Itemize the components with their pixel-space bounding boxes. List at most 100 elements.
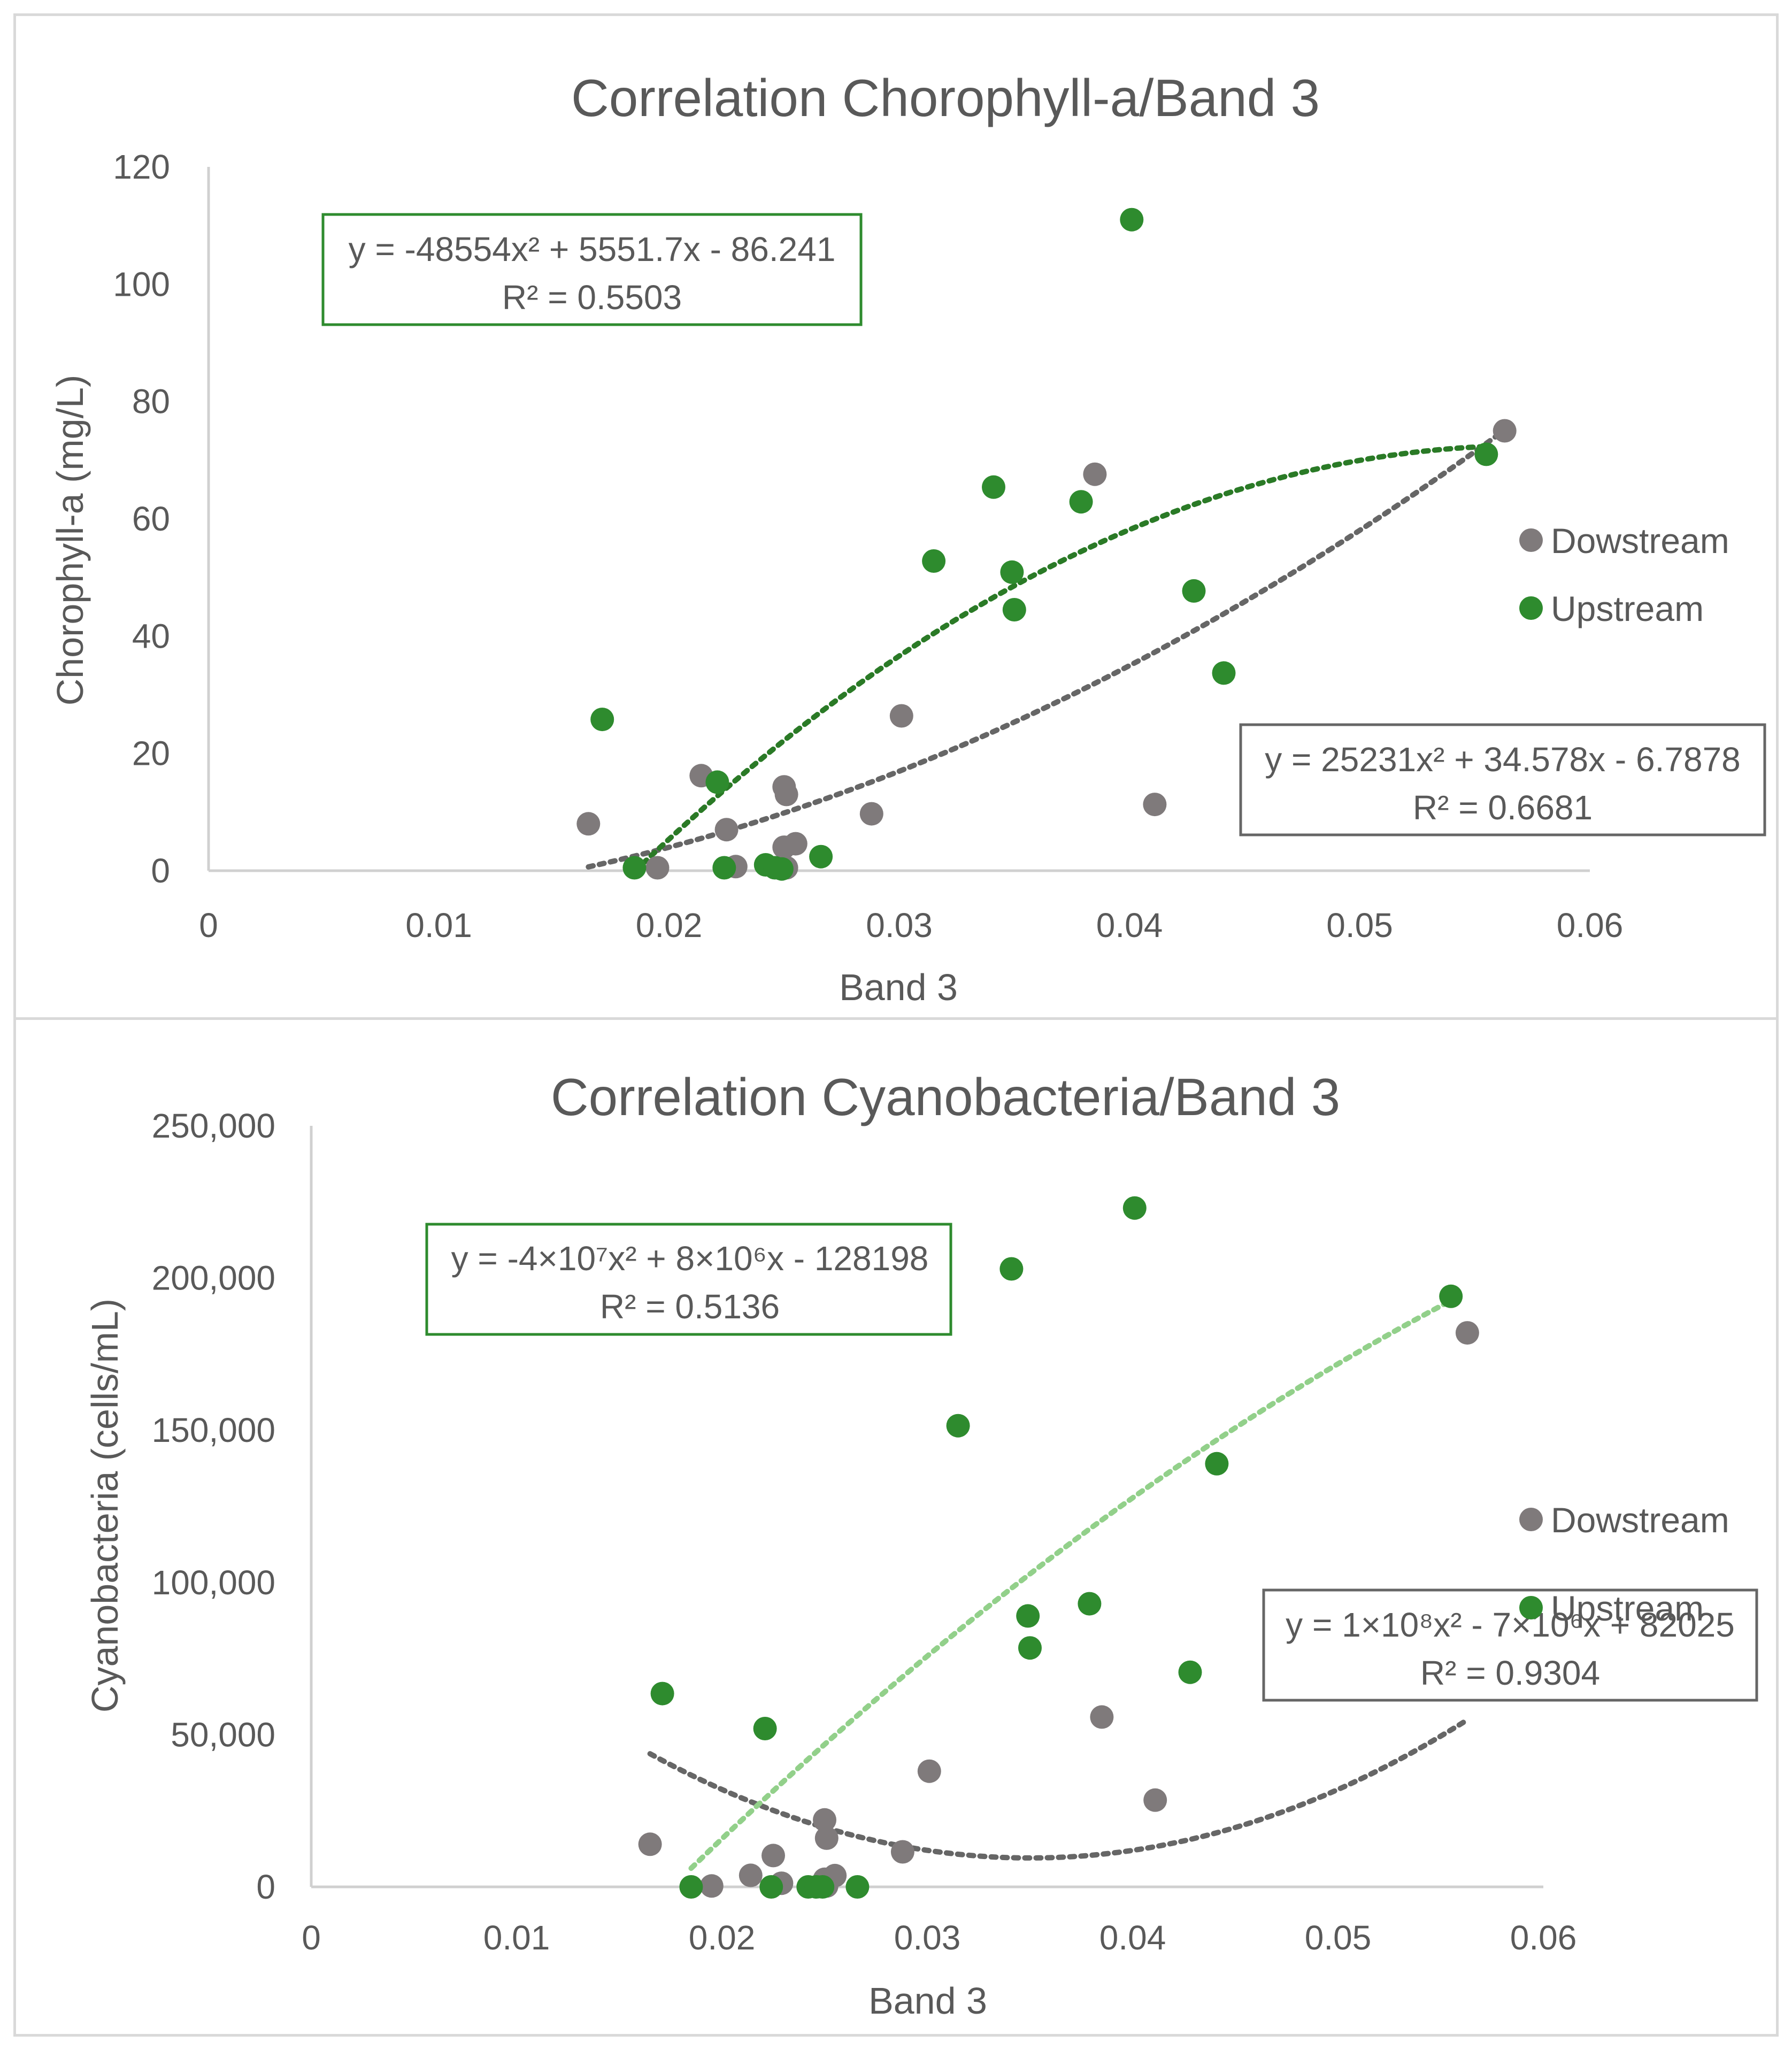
- upstream-point: [622, 856, 647, 880]
- upstream-point: [982, 475, 1005, 499]
- y-tick-label: 0: [151, 851, 170, 890]
- upstream-point: [845, 1875, 870, 1899]
- upstream-point: [1002, 598, 1026, 621]
- r-squared-text: R² = 0.6681: [1413, 788, 1593, 827]
- downstream-trendline: [647, 1717, 1470, 1861]
- upstream-point: [1178, 1660, 1202, 1684]
- equation-text: y = -4×10⁷x² + 8×10⁶x - 128198: [451, 1239, 929, 1278]
- legend: Dowstream Upstream: [1519, 521, 1729, 628]
- x-tick-labels: 0 0.01 0.02 0.03 0.04 0.05 0.06: [199, 906, 1623, 945]
- x-tick-label: 0.01: [405, 906, 472, 945]
- legend-marker-upstream: [1519, 1596, 1543, 1619]
- downstream-point: [917, 1759, 941, 1783]
- upstream-point: [1474, 442, 1498, 466]
- downstream-point: [1083, 462, 1107, 486]
- equation-text: y = -48554x² + 5551.7x - 86.241: [349, 230, 836, 268]
- upstream-point: [770, 857, 794, 881]
- y-tick-label: 50,000: [171, 1715, 275, 1754]
- upstream-point: [712, 856, 736, 880]
- downstream-point: [645, 856, 670, 880]
- x-tick-label: 0.02: [636, 906, 703, 945]
- y-tick-label: 0: [256, 1868, 275, 1906]
- upstream-point: [1120, 208, 1144, 232]
- y-tick-label: 150,000: [152, 1411, 275, 1449]
- legend-marker-upstream: [1519, 596, 1543, 620]
- downstream-point: [783, 832, 807, 856]
- upstream-point: [1018, 1636, 1042, 1660]
- downstream-point: [762, 1844, 785, 1868]
- legend-label: Dowstream: [1551, 1500, 1729, 1540]
- upstream-trendline: [632, 443, 1489, 873]
- r-squared-text: R² = 0.5503: [502, 278, 682, 317]
- downstream-point: [714, 818, 739, 842]
- upstream-point: [999, 1257, 1024, 1281]
- equation-box-downstream: y = 25231x² + 34.578x - 6.7878 R² = 0.66…: [1239, 723, 1766, 836]
- x-tick-label: 0.04: [1099, 1918, 1166, 1957]
- upstream-point: [759, 1875, 783, 1899]
- legend-item-upstream[interactable]: Upstream: [1519, 589, 1704, 628]
- legend-item-upstream[interactable]: Upstream: [1519, 1588, 1704, 1628]
- figure-frame: [13, 13, 1779, 2037]
- downstream-point: [576, 812, 601, 836]
- y-tick-label: 20: [132, 734, 170, 773]
- upstream-point: [1078, 1592, 1102, 1616]
- legend-label: Dowstream: [1551, 521, 1729, 561]
- downstream-trendline: [586, 427, 1508, 870]
- upstream-point: [809, 844, 833, 869]
- equation-text: y = 1×10⁸x² - 7×10⁶x + 82025: [1286, 1606, 1735, 1644]
- downstream-point: [1090, 1705, 1114, 1729]
- x-axis-title: Band 3: [868, 1980, 987, 2022]
- x-tick-label: 0.01: [483, 1918, 550, 1957]
- downstream-point: [814, 1826, 839, 1850]
- chlorophyll-chart: Correlation Chorophyll-a/Band 3 0 20 40 60 8…: [49, 68, 1766, 1008]
- upstream-point: [590, 708, 614, 732]
- y-tick-label: 100: [113, 265, 170, 303]
- downstream-point: [739, 1863, 763, 1887]
- x-tick-label: 0: [199, 906, 218, 945]
- y-tick-label: 100,000: [152, 1563, 275, 1602]
- legend-label: Upstream: [1551, 589, 1704, 628]
- legend-marker-dowstream: [1519, 528, 1543, 552]
- legend-item-dowstream[interactable]: Dowstream: [1519, 1500, 1729, 1540]
- x-tick-label: 0.05: [1326, 906, 1393, 945]
- equation-box-upstream: y = -48554x² + 5551.7x - 86.241 R² = 0.5…: [321, 213, 863, 326]
- downstream-point: [890, 1840, 914, 1864]
- equation-box-downstream: y = 1×10⁸x² - 7×10⁶x + 82025 R² = 0.9304: [1262, 1588, 1758, 1702]
- downstream-point: [638, 1832, 662, 1856]
- chart-title: Correlation Cyanobacteria/Band 3: [551, 1068, 1340, 1126]
- upstream-point: [705, 770, 729, 794]
- x-tick-labels: 0 0.01 0.02 0.03 0.04 0.05 0.06: [302, 1918, 1576, 1957]
- upstream-point: [753, 1717, 777, 1740]
- x-tick-label: 0.03: [894, 1918, 961, 1957]
- upstream-point: [1069, 490, 1093, 514]
- upstream-point: [1182, 579, 1206, 603]
- downstream-point: [1143, 793, 1167, 817]
- y-tick-label: 250,000: [152, 1107, 275, 1145]
- upstream-point: [1016, 1604, 1040, 1628]
- upstream-trendline: [688, 1297, 1454, 1871]
- y-tick-label: 80: [132, 382, 170, 421]
- legend: Dowstream Upstream: [1519, 1500, 1729, 1628]
- upstream-point: [1000, 560, 1024, 584]
- downstream-point: [1493, 419, 1517, 443]
- downstream-point: [1143, 1788, 1167, 1812]
- cyanobacteria-chart: Correlation Cyanobacteria/Band 3 0 50,000…: [84, 1068, 1758, 2022]
- downstream-point: [813, 1808, 836, 1832]
- downstream-point: [1455, 1321, 1479, 1345]
- upstream-point: [650, 1682, 674, 1706]
- upstream-point: [1205, 1452, 1229, 1476]
- equation-text: y = 25231x² + 34.578x - 6.7878: [1265, 740, 1741, 779]
- r-squared-text: R² = 0.9304: [1420, 1654, 1600, 1692]
- x-tick-label: 0.03: [866, 906, 933, 945]
- upstream-point: [946, 1414, 970, 1438]
- legend-item-dowstream[interactable]: Dowstream: [1519, 521, 1729, 561]
- legend-marker-dowstream: [1519, 1508, 1543, 1531]
- data-points: [576, 208, 1517, 881]
- y-tick-label: 120: [113, 148, 170, 186]
- y-tick-label: 200,000: [152, 1259, 275, 1297]
- downstream-point: [859, 802, 883, 826]
- downstream-point: [889, 704, 913, 728]
- x-tick-label: 0.05: [1305, 1918, 1372, 1957]
- upstream-point: [811, 1875, 835, 1899]
- upstream-point: [1122, 1196, 1147, 1220]
